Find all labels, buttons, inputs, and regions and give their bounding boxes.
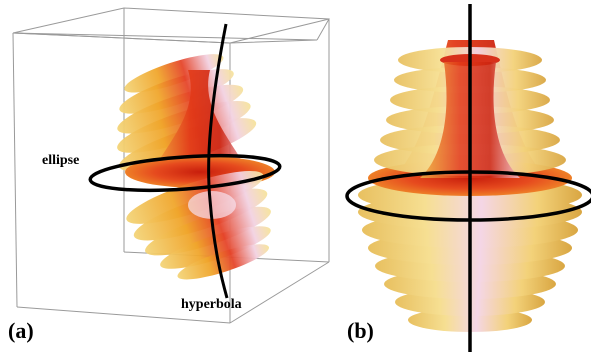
panel-a-hyperbola-curve bbox=[207, 23, 229, 299]
panel-a-label: (a) bbox=[8, 318, 34, 343]
panel-a-ellipse-curve bbox=[88, 153, 282, 193]
panel-a-surface bbox=[117, 54, 275, 280]
ellipse-label: ellipse bbox=[42, 153, 80, 168]
hyperbola-label: hyperbola bbox=[181, 297, 242, 312]
panel-b-label: (b) bbox=[347, 318, 374, 343]
